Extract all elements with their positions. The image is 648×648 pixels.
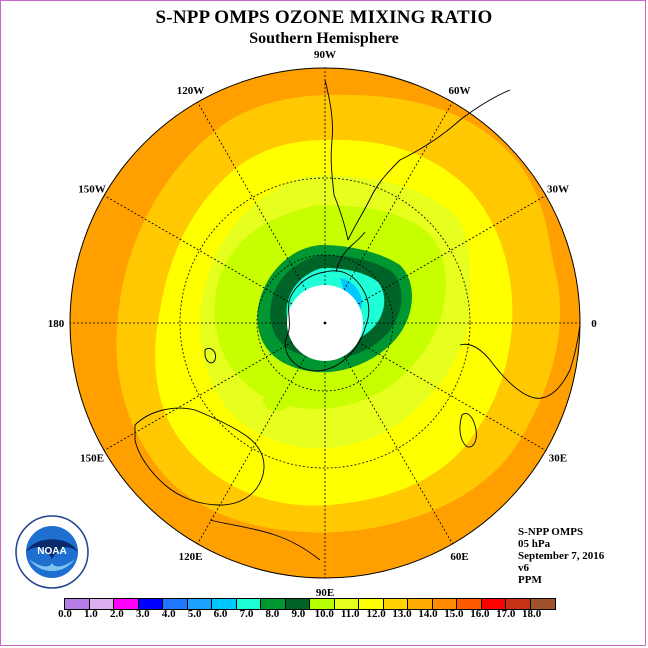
antarctica-coast [284,270,370,372]
colorbar-tick-label: 6.0 [213,608,228,620]
map-title: S-NPP OMPS OZONE MIXING RATIO [155,7,493,28]
meridian-line [343,101,453,291]
colorbar-tick-label: 8.0 [265,608,280,620]
colorbar-swatch [506,599,531,609]
date-label: September 7, 2016 [518,550,605,562]
colorbar-tick-label: 14.0 [418,608,438,620]
colorbar-tick-label: 11.0 [340,608,360,620]
info-block: S-NPP OMPS 05 hPa September 7, 2016 v6 P… [518,526,604,586]
south-pole-marker [323,321,327,325]
colorbar-swatch [285,599,310,609]
colorbar-swatch [432,599,457,609]
graticule [70,68,580,578]
meridian-lines [70,68,580,578]
africa-coast [459,324,581,399]
colorbar-tick-label: 10.0 [314,608,334,620]
longitude-label: 150E [80,453,104,465]
indonesia-coast [209,519,321,561]
meridian-line [357,341,547,451]
colorbar-swatch [530,599,555,609]
colorbar-swatch [408,599,433,609]
noaa-logo-text: NOAA [37,546,66,557]
colorbar-tick-label: 16.0 [470,608,490,620]
pressure-level-label: 05 hPa [518,538,551,550]
longitude-label: 90E [316,587,334,599]
version-label: v6 [518,562,529,574]
longitude-labels: 90W 60W 30W 0 30E 60E 90E 120E 150E 180 150W 120W [48,49,598,599]
longitude-label: 0 [591,318,597,330]
australia-coast [134,407,265,506]
longitude-label: 60W [449,85,471,97]
longitude-label: 120W [177,85,205,97]
colorbar-swatch [359,599,384,609]
colorbar-swatch [65,599,90,609]
colorbar-tick-label: 17.0 [496,608,516,620]
instrument-label: S-NPP OMPS [518,526,584,538]
longitude-label: 90W [314,49,336,61]
colorbar-swatch [187,599,212,609]
colorbar-tick-label: 7.0 [239,608,254,620]
colorbar-swatch [163,599,188,609]
colorbar-tick-label: 4.0 [161,608,176,620]
coastlines [134,79,581,561]
latitude-circle-50s [179,177,471,469]
units-label: PPM [518,574,542,586]
colorbar-tick-label: 2.0 [109,608,124,620]
map-subtitle: Southern Hemisphere [249,30,399,47]
noaa-logo: NOAA [15,515,89,589]
longitude-label: 150W [78,184,106,196]
new-zealand-coast [204,347,217,364]
colorbar-tick-label: 12.0 [366,608,386,620]
colorbar-swatch [89,599,114,609]
colorbar-tick-label: 0.0 [58,608,72,620]
colorbar-tick-label: 15.0 [444,608,464,620]
colorbar-swatch [334,599,359,609]
map-boundary [69,67,581,579]
colorbar-tick-label: 9.0 [291,608,306,620]
meridian-line [103,341,293,451]
antarctic-peninsula [335,231,366,273]
colorbar-tick-label: 1.0 [84,608,98,620]
colorbar-swatch [457,599,482,609]
colorbar-swatch [212,599,237,609]
colorbar [64,598,556,610]
south-america-coast [324,79,511,241]
meridian-line [343,355,453,545]
colorbar-tick-label: 5.0 [187,608,202,620]
colorbar-tick-label: 3.0 [135,608,150,620]
colorbar-tick-label: 13.0 [392,608,412,620]
colorbar-swatch [310,599,335,609]
colorbar-swatch [114,599,139,609]
colorbar-swatch [138,599,163,609]
colorbar-swatch [383,599,408,609]
longitude-label: 120E [179,551,203,563]
longitude-label: 60E [450,551,468,563]
colorbar-swatch [261,599,286,609]
meridian-line [357,195,547,305]
madagascar-coast [459,413,477,448]
longitude-label: 180 [48,318,65,330]
longitude-label: 30W [547,184,569,196]
colorbar-tick-label: 18.0 [522,608,542,620]
meridian-line [197,101,307,291]
colorbar-swatch [481,599,506,609]
longitude-label: 30E [549,453,567,465]
colorbar-swatch [236,599,261,609]
meridian-line [197,355,307,545]
meridian-line [103,195,293,305]
colorbar-ticks: 0.0 1.0 2.0 3.0 4.0 5.0 6.0 7.0 8.0 9.0 10.0 11.0 12… [0,608,648,622]
